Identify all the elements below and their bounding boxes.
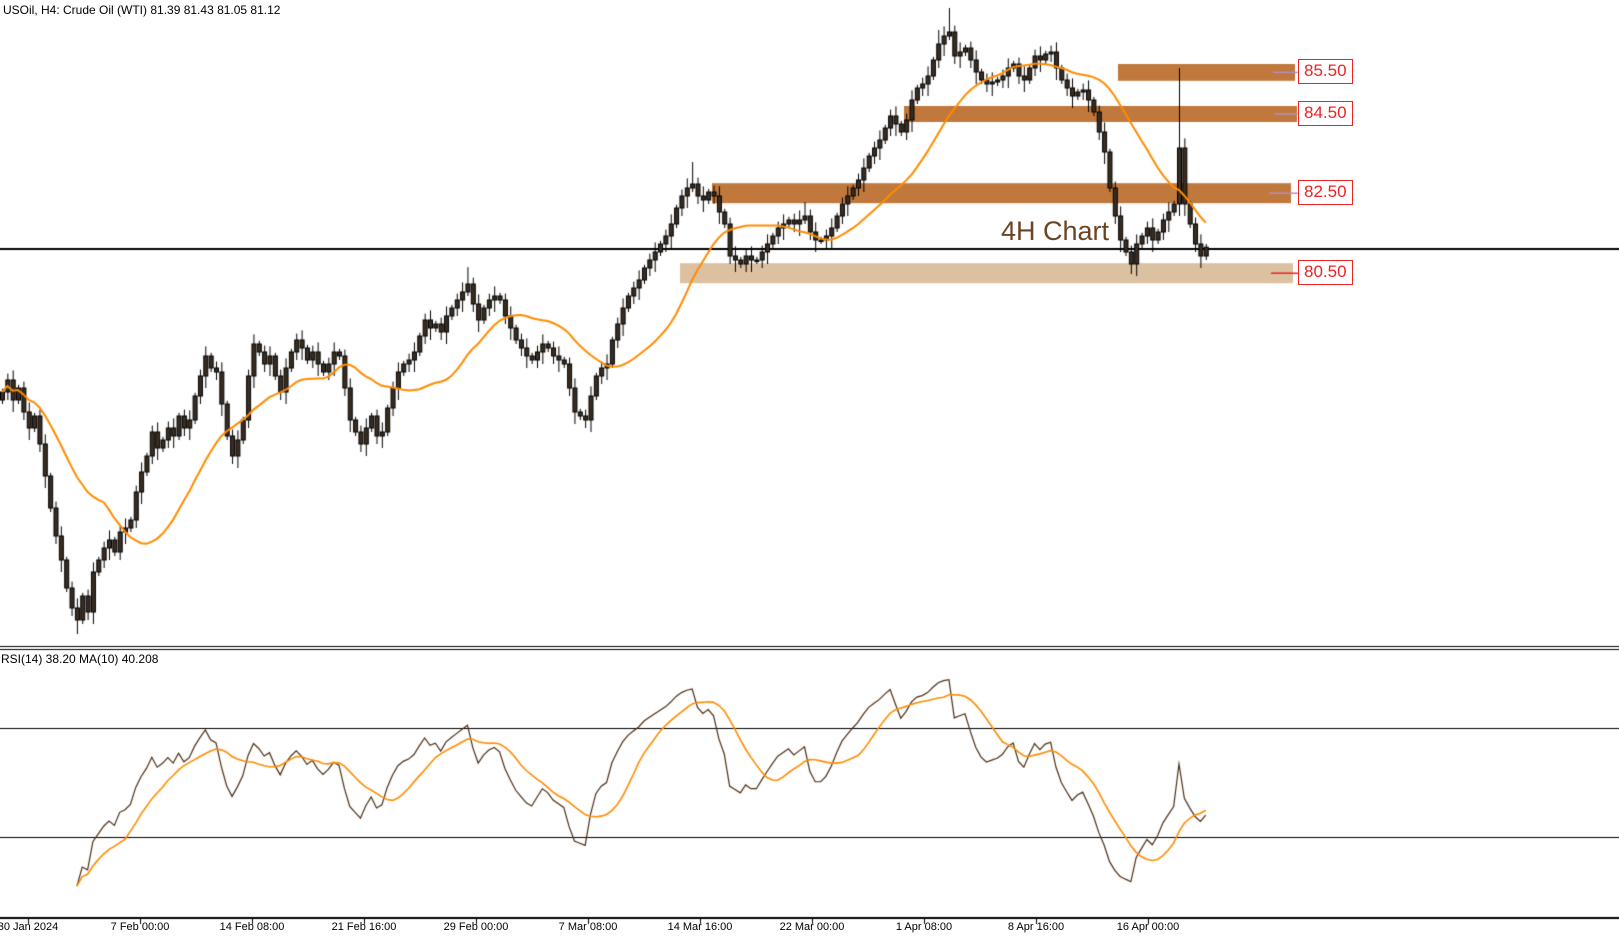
chart-title: USOil, H4: Crude Oil (WTI) 81.39 81.43 8… [3,3,281,17]
time-axis-label: 7 Feb 00:00 [110,921,170,933]
time-axis-label: 8 Apr 16:00 [1007,921,1065,933]
time-axis-label: 14 Mar 16:00 [667,921,733,933]
timeframe-annotation[interactable]: 4H Chart [1001,216,1110,246]
time-axis-label: 1 Apr 08:00 [895,921,953,933]
rsi-indicator-label: RSI(14) 38.20 MA(10) 40.208 [1,652,159,666]
price-label-80-50[interactable]: 80.50 [1298,260,1353,285]
time-axis-label: 21 Feb 16:00 [331,921,397,933]
price-label-85-50[interactable]: 85.50 [1298,59,1353,84]
time-axis-label: 30 Jan 2024 [0,921,59,933]
time-axis-label: 14 Feb 08:00 [219,921,285,933]
time-axis-label: 16 Apr 00:00 [1116,921,1180,933]
price-label-84-50[interactable]: 84.50 [1298,101,1353,126]
time-axis-label: 22 Mar 00:00 [779,921,845,933]
time-axis-label: 29 Feb 00:00 [443,921,509,933]
time-axis-label: 7 Mar 08:00 [558,921,618,933]
price-label-82-50[interactable]: 82.50 [1298,180,1353,205]
